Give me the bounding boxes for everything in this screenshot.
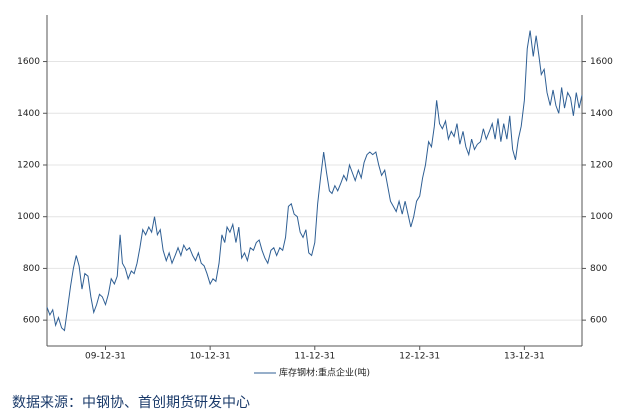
x-tick-label: 12-12-31 <box>399 352 440 362</box>
y2-tick-label: 1600 <box>590 57 613 67</box>
data-line <box>46 30 583 332</box>
y2-tick-label: 1400 <box>590 109 613 119</box>
y-tick-label: 600 <box>23 316 40 326</box>
x-tick-label: 13-12-31 <box>504 352 545 362</box>
y-tick-label: 1000 <box>17 212 40 222</box>
y2-tick-label: 1200 <box>590 160 613 170</box>
legend-label: 库存钢材:重点企业(吨) <box>279 367 370 379</box>
y2-tick-label: 800 <box>590 264 607 274</box>
x-tick-label: 09-12-31 <box>85 352 126 362</box>
y2-tick-label: 600 <box>590 316 607 326</box>
y-tick-label: 1200 <box>17 160 40 170</box>
source-note: 数据来源：中钢协、首创期货研发中心 <box>12 394 250 411</box>
y2-tick-label: 1000 <box>590 212 613 222</box>
y-tick-label: 1400 <box>17 109 40 119</box>
y-tick-label: 800 <box>23 264 40 274</box>
x-tick-label: 11-12-31 <box>294 352 335 362</box>
y-tick-label: 1600 <box>17 57 40 67</box>
x-tick-label: 10-12-31 <box>190 352 231 362</box>
